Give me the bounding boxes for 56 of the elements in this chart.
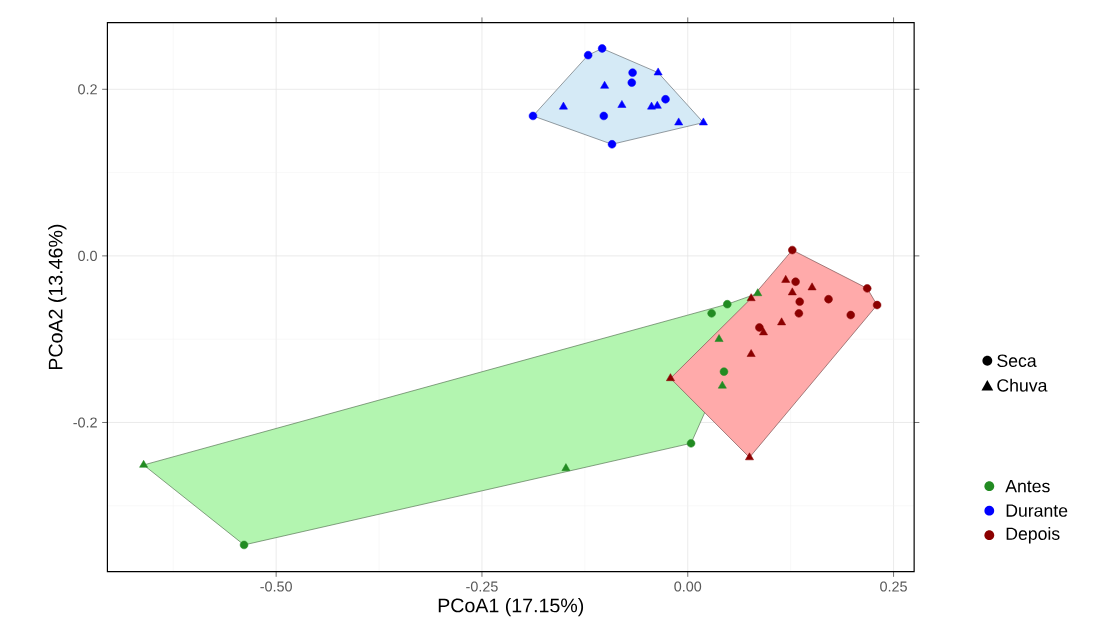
point <box>686 439 696 448</box>
y-tick-label: -0.2 <box>73 417 97 428</box>
point <box>755 323 764 332</box>
point <box>239 540 249 550</box>
point <box>723 299 732 309</box>
point <box>674 117 684 126</box>
point <box>872 300 882 310</box>
legend-label: Depois <box>1006 526 1060 544</box>
point <box>794 309 804 318</box>
point <box>653 67 663 76</box>
point <box>139 459 148 468</box>
point <box>791 277 800 286</box>
point <box>787 287 797 296</box>
point <box>746 293 756 301</box>
point <box>666 373 675 381</box>
point <box>807 282 817 291</box>
point <box>863 284 872 293</box>
point <box>824 294 833 304</box>
point <box>600 80 609 89</box>
point <box>559 101 568 110</box>
point <box>795 297 804 306</box>
point <box>753 288 763 296</box>
x-tick-label: -0.50 <box>260 581 292 592</box>
point <box>628 68 637 77</box>
x-tick-label: -0.25 <box>466 581 498 592</box>
x-axis-title: PCoA1 (17.15%) <box>438 597 584 617</box>
point <box>617 100 627 108</box>
text: Chuva <box>997 378 1048 392</box>
y-axis-title: PCoA2 (13.46%) <box>48 224 67 369</box>
point <box>528 111 538 121</box>
point <box>607 139 617 149</box>
legend-label: Antes <box>1005 479 1050 493</box>
point <box>777 317 786 326</box>
x-tick-label: 0.25 <box>880 581 907 592</box>
y-tick-label: 0.0 <box>78 250 97 261</box>
y-tick-label: 0.2 <box>78 84 97 95</box>
point <box>599 111 608 121</box>
point <box>788 245 797 255</box>
text: Seca <box>997 354 1037 367</box>
point <box>597 44 607 53</box>
point <box>781 274 791 283</box>
point <box>707 309 716 318</box>
x-tick-label: 0.00 <box>674 581 702 592</box>
point <box>846 310 855 320</box>
point <box>746 349 756 357</box>
point <box>627 78 636 87</box>
point <box>718 380 727 389</box>
point <box>661 95 670 104</box>
point <box>719 367 729 376</box>
point <box>714 334 724 342</box>
point <box>699 117 708 126</box>
point <box>745 452 754 460</box>
legend-label: Durante <box>1006 504 1068 517</box>
point <box>561 463 571 471</box>
point <box>583 50 593 60</box>
point <box>759 327 768 336</box>
